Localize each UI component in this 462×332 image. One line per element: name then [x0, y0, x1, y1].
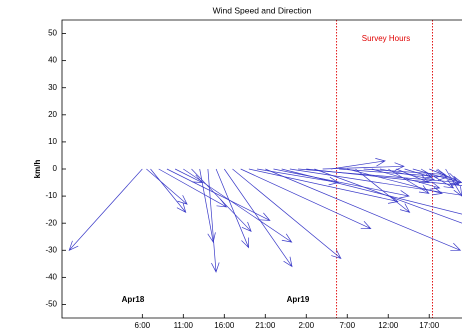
y-tick-label: -20: [45, 218, 57, 227]
y-tick-label: 30: [48, 83, 57, 92]
wind-vector: [240, 168, 372, 229]
wind-vector: [437, 168, 460, 186]
y-axis-label: km/h: [33, 160, 42, 179]
wind-vector: [215, 168, 250, 249]
wind-vector: [265, 168, 462, 251]
wind-vector: [388, 168, 430, 194]
y-tick-label: -40: [45, 272, 57, 281]
date-annotation: Apr19: [287, 295, 310, 304]
wind-vector: [314, 168, 462, 224]
y-tick-label: 10: [48, 137, 57, 146]
wind-vector: [281, 168, 462, 215]
x-tick-label: 7:00: [339, 321, 355, 330]
y-tick-label: -30: [45, 245, 57, 254]
plot-area: [68, 20, 462, 318]
axes: 50 40 30 20 10 0 -10 -20 -30 -40 -50 6:00 11:00 16:00…: [45, 19, 462, 330]
wind-vector: [371, 168, 441, 190]
wind-vector: [68, 168, 143, 251]
wind-vector: [207, 168, 220, 273]
survey-annotation: Survey Hours: [362, 34, 410, 43]
wind-vector: [224, 168, 293, 268]
y-tick-label: -10: [45, 191, 57, 200]
x-tick-label: 21:00: [255, 321, 276, 330]
x-tick-label: 2:00: [298, 321, 314, 330]
y-tick-label: 20: [48, 110, 57, 119]
wind-vector: [330, 158, 386, 170]
wind-vector: [355, 168, 411, 213]
y-tick-label: 40: [48, 56, 57, 65]
x-tick-label: 11:00: [174, 321, 194, 330]
wind-vector: [166, 168, 271, 221]
y-tick-label: -50: [45, 300, 57, 309]
wind-vector: [183, 168, 293, 243]
x-tick-label: 6:00: [135, 321, 151, 330]
wind-vector: [232, 168, 342, 259]
x-tick-label: 16:00: [214, 321, 235, 330]
y-tick-label: 0: [53, 164, 58, 173]
wind-vector: [199, 168, 216, 244]
wind-vector: [273, 168, 410, 199]
wind-vector: [420, 168, 455, 189]
x-tick-label: 17:00: [419, 321, 440, 330]
wind-vector: [306, 168, 462, 186]
wind-vector: [289, 168, 462, 196]
x-tick-label: 12:00: [378, 321, 399, 330]
wind-vector: [150, 168, 187, 214]
wind-vector: [146, 168, 188, 205]
chart-title: Wind Speed and Direction: [213, 5, 312, 15]
y-tick-label: 50: [48, 29, 57, 38]
date-annotation: Apr18: [122, 295, 145, 304]
